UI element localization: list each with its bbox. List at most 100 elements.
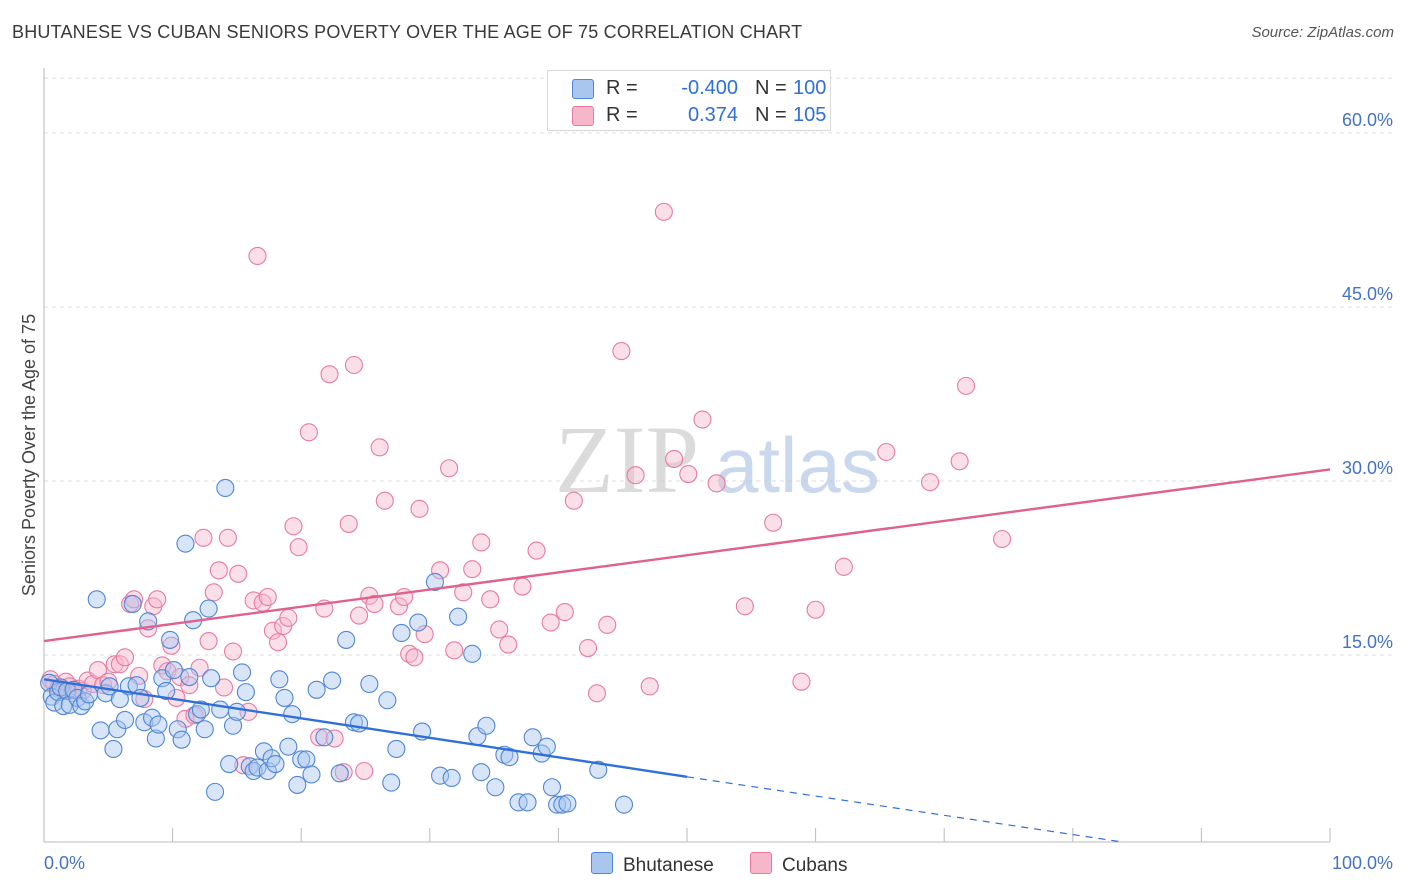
data-point-bhutanese (54, 696, 73, 716)
bottom-legend-bhutanese: Bhutanese (591, 852, 714, 877)
data-point-cubans (612, 342, 631, 361)
data-point-cubans (269, 633, 288, 652)
data-point-cubans (310, 728, 329, 747)
chart-title: BHUTANESE VS CUBAN SENIORS POVERTY OVER … (12, 22, 803, 42)
data-point-cubans (693, 410, 712, 429)
data-point-cubans (877, 442, 896, 462)
data-point-cubans (513, 577, 532, 596)
data-point-bhutanese (537, 737, 556, 756)
data-point-bhutanese (211, 700, 230, 719)
data-point-cubans (587, 684, 607, 703)
data-point-bhutanese (236, 683, 255, 702)
data-point-bhutanese (279, 737, 298, 756)
data-point-bhutanese (337, 630, 356, 649)
data-point-cubans (289, 538, 308, 557)
data-point-cubans (400, 644, 419, 663)
data-point-cubans (921, 473, 940, 492)
data-point-cubans (578, 638, 598, 658)
data-point-bhutanese (409, 613, 428, 632)
data-point-bhutanese (614, 795, 634, 814)
data-point-cubans (223, 642, 243, 661)
data-point-cubans (454, 583, 473, 602)
legend-n-label: N = (755, 77, 787, 99)
data-point-bhutanese (288, 775, 307, 794)
data-point-bhutanese (425, 572, 444, 591)
data-point-cubans (365, 594, 384, 614)
data-point-bhutanese (307, 680, 326, 699)
data-point-bhutanese (142, 708, 162, 727)
data-point-cubans (806, 600, 825, 619)
data-point-bhutanese (157, 681, 176, 701)
source-label: Source: ZipAtlas.com (1251, 24, 1394, 41)
bottom-legend-label-bhutanese: Bhutanese (623, 855, 714, 876)
data-point-bhutanese (205, 782, 225, 801)
data-point-cubans (194, 528, 213, 547)
data-point-bhutanese (449, 607, 468, 626)
legend-n-value: 105 (793, 104, 827, 126)
data-point-bhutanese (195, 720, 214, 739)
data-point-bhutanese (164, 661, 183, 680)
data-point-cubans (176, 709, 195, 728)
data-point-cubans (665, 449, 684, 469)
data-point-cubans (707, 474, 726, 493)
legend-swatch-bhutanese (572, 79, 594, 99)
data-point-bhutanese (431, 766, 450, 785)
data-point-bhutanese (523, 728, 542, 747)
data-point-bhutanese (191, 700, 210, 719)
data-point-cubans (415, 625, 434, 644)
grid-lines (44, 77, 1395, 656)
data-point-cubans (339, 514, 358, 533)
data-point-bhutanese (248, 758, 267, 777)
data-point-cubans (258, 587, 277, 607)
data-point-cubans (490, 620, 509, 639)
y-axis-label: Seniors Poverty Over the Age of 75 (19, 314, 39, 596)
series-bhutanese-points (40, 478, 634, 814)
data-point-bhutanese (45, 693, 64, 712)
data-point-bhutanese (589, 760, 608, 779)
data-point-bhutanese (220, 754, 239, 774)
data-point-bhutanese (79, 685, 99, 704)
data-point-cubans (654, 202, 673, 221)
data-point-cubans (105, 655, 124, 674)
data-point-cubans (148, 590, 167, 609)
data-point-bhutanese (176, 534, 195, 553)
data-point-cubans (389, 597, 408, 616)
data-point-bhutanese (266, 754, 285, 774)
data-point-cubans (834, 557, 853, 576)
data-point-bhutanese (168, 720, 187, 739)
data-point-bhutanese (146, 729, 165, 748)
data-point-cubans (679, 464, 698, 484)
y-tick-label: 45.0% (1342, 284, 1393, 304)
data-point-cubans (541, 613, 560, 632)
data-point-bhutanese (223, 716, 243, 735)
bottom-legend-swatch-bhutanese (591, 852, 613, 874)
data-point-cubans (279, 608, 298, 627)
data-point-cubans (248, 246, 267, 266)
data-point-cubans (214, 678, 234, 697)
data-point-cubans (735, 597, 754, 616)
data-point-cubans (218, 528, 237, 547)
data-point-bhutanese (315, 728, 334, 747)
data-point-cubans (792, 672, 811, 691)
data-point-cubans (299, 423, 318, 442)
y-tick-label: 15.0% (1342, 632, 1393, 652)
bottom-legend-cubans: Cubans (750, 852, 848, 877)
data-point-bhutanese (123, 594, 142, 614)
data-point-cubans (153, 656, 172, 675)
x-tick-label: 0.0% (44, 853, 85, 873)
x-tick-label: 100.0% (1332, 853, 1393, 873)
data-point-cubans (190, 658, 209, 677)
data-point-bhutanese (160, 630, 180, 649)
data-point-bhutanese (463, 644, 482, 663)
data-point-bhutanese (360, 674, 379, 694)
data-point-bhutanese (518, 793, 537, 812)
data-point-bhutanese (350, 714, 369, 733)
data-point-cubans (229, 564, 248, 583)
data-point-bhutanese (104, 739, 123, 759)
data-point-bhutanese (254, 742, 273, 761)
legend-n-value: 100 (793, 77, 827, 99)
watermark: ZIP atlas (555, 406, 880, 513)
legend: R = -0.400 N = 100 R = 0.374 N = 105 (547, 70, 831, 131)
data-point-cubans (320, 365, 339, 384)
data-point-cubans (284, 517, 303, 536)
